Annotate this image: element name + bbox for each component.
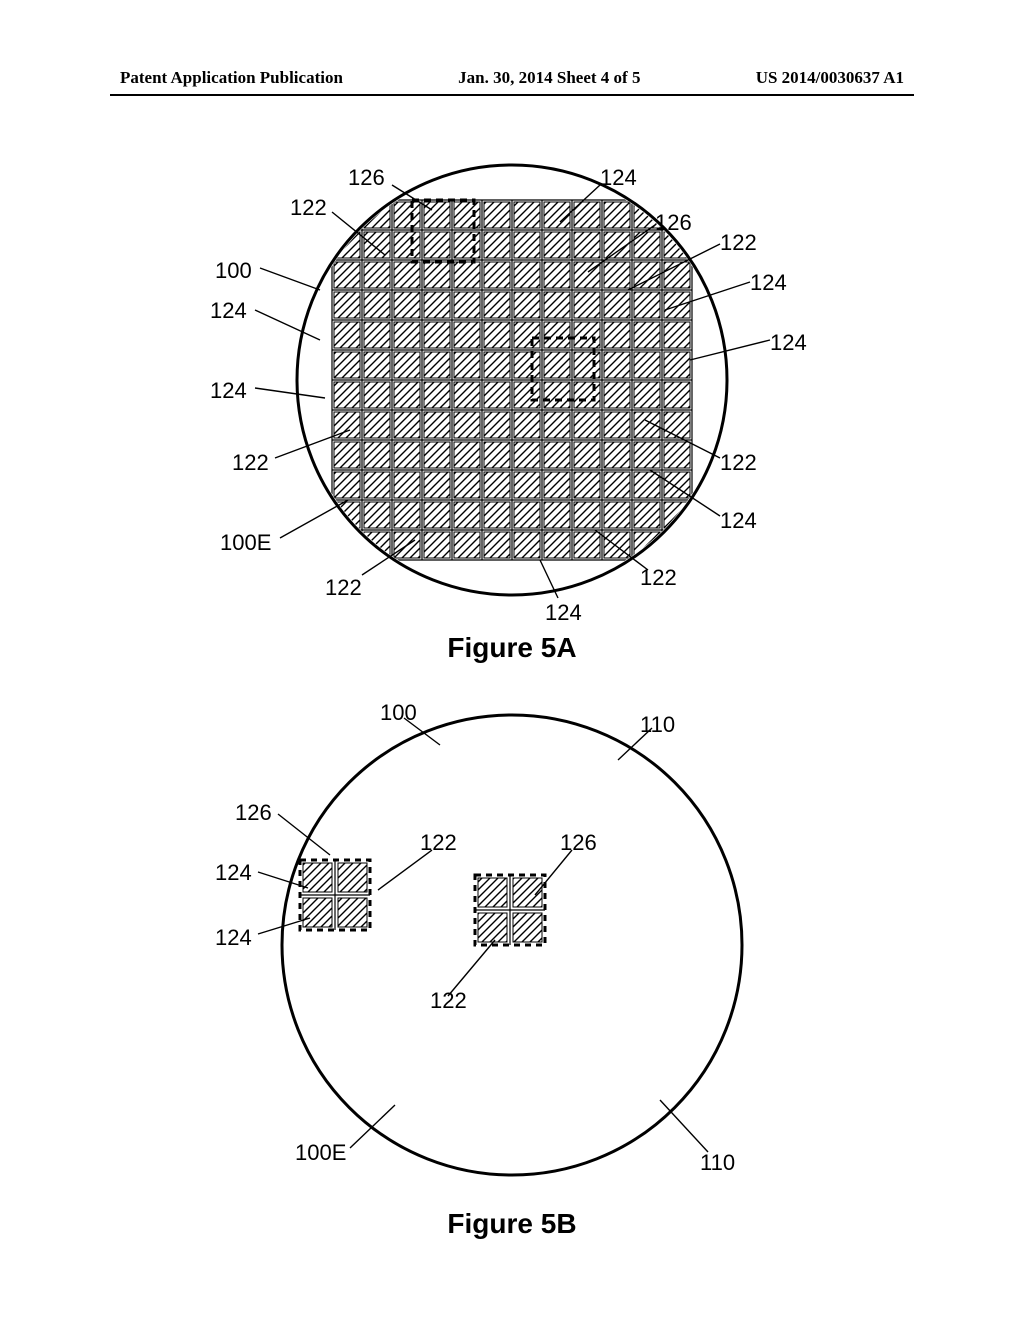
callout-label: 124 xyxy=(750,270,787,296)
callout-label: 126 xyxy=(348,165,385,191)
callout-label: 122 xyxy=(290,195,327,221)
callout-label: 122 xyxy=(430,988,467,1014)
callout-label: 100 xyxy=(215,258,252,284)
callout-label: 122 xyxy=(640,565,677,591)
callout-label: 126 xyxy=(235,800,272,826)
callout-label: 100 xyxy=(380,700,417,726)
figure-5a-caption: Figure 5A xyxy=(0,632,1024,664)
callout-label: 124 xyxy=(770,330,807,356)
callout-label: 110 xyxy=(700,1150,735,1176)
callout-label: 122 xyxy=(420,830,457,856)
callout-label: 100E xyxy=(295,1140,346,1166)
callout-label: 126 xyxy=(560,830,597,856)
callout-label: 124 xyxy=(215,860,252,886)
callout-label: 124 xyxy=(210,378,247,404)
callout-label: 122 xyxy=(720,230,757,256)
callout-label: 124 xyxy=(210,298,247,324)
figure-5b-caption: Figure 5B xyxy=(0,1208,1024,1240)
callout-label: 122 xyxy=(720,450,757,476)
callout-label: 124 xyxy=(545,600,582,626)
callout-label: 124 xyxy=(215,925,252,951)
callout-label: 124 xyxy=(600,165,637,191)
callout-label: 122 xyxy=(325,575,362,601)
callout-label: 100E xyxy=(220,530,271,556)
callout-label: 124 xyxy=(720,508,757,534)
callout-label: 126 xyxy=(655,210,692,236)
callout-label: 122 xyxy=(232,450,269,476)
callout-label: 110 xyxy=(640,712,675,738)
